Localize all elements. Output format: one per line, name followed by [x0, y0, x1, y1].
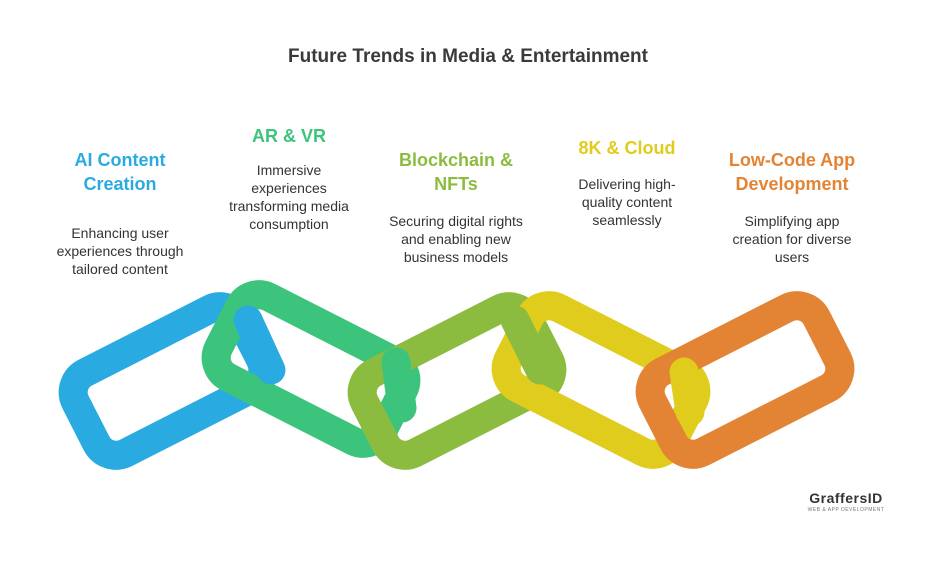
trend-ai-content: AI Content Creation Enhancing user exper…: [40, 148, 200, 278]
trend-8k-cloud: 8K & Cloud Delivering high-quality conte…: [552, 136, 702, 229]
trend-description: Delivering high-quality content seamless…: [578, 176, 676, 228]
trend-description: Securing digital rights and enabling new…: [389, 213, 523, 265]
brand-logo: GraffersID WEB & APP DEVELOPMENT: [798, 490, 894, 513]
trend-description: Simplifying app creation for diverse use…: [732, 213, 852, 265]
chain-overlap-ai: [233, 305, 286, 385]
chain-overlap-8k-cloud: [669, 357, 705, 427]
trend-title: AR & VR: [251, 126, 326, 146]
trend-description: Enhancing user experiences through tailo…: [56, 225, 184, 277]
trend-blockchain: Blockchain & NFTs Securing digital right…: [381, 148, 531, 266]
trend-description: Immersive experiences transforming media…: [229, 162, 349, 232]
trend-low-code: Low-Code App Development Simplifying app…: [712, 148, 872, 266]
trend-title: AI Content Creation: [74, 150, 166, 194]
chain-overlap-ar-vr: [381, 347, 417, 423]
trend-ar-vr: AR & VR Immersive experiences transformi…: [214, 124, 364, 233]
logo-tagline: WEB & APP DEVELOPMENT: [807, 507, 885, 513]
logo-name: GraffersID: [809, 490, 883, 506]
trend-title: Low-Code App Development: [728, 150, 856, 194]
trend-title: 8K & Cloud: [578, 138, 676, 158]
diagram-title: Future Trends in Media & Entertainment: [288, 46, 648, 67]
chain-overlap-blockchain: [500, 305, 555, 385]
chain-link-low-code: [635, 291, 855, 469]
trend-title: Blockchain & NFTs: [398, 150, 514, 194]
